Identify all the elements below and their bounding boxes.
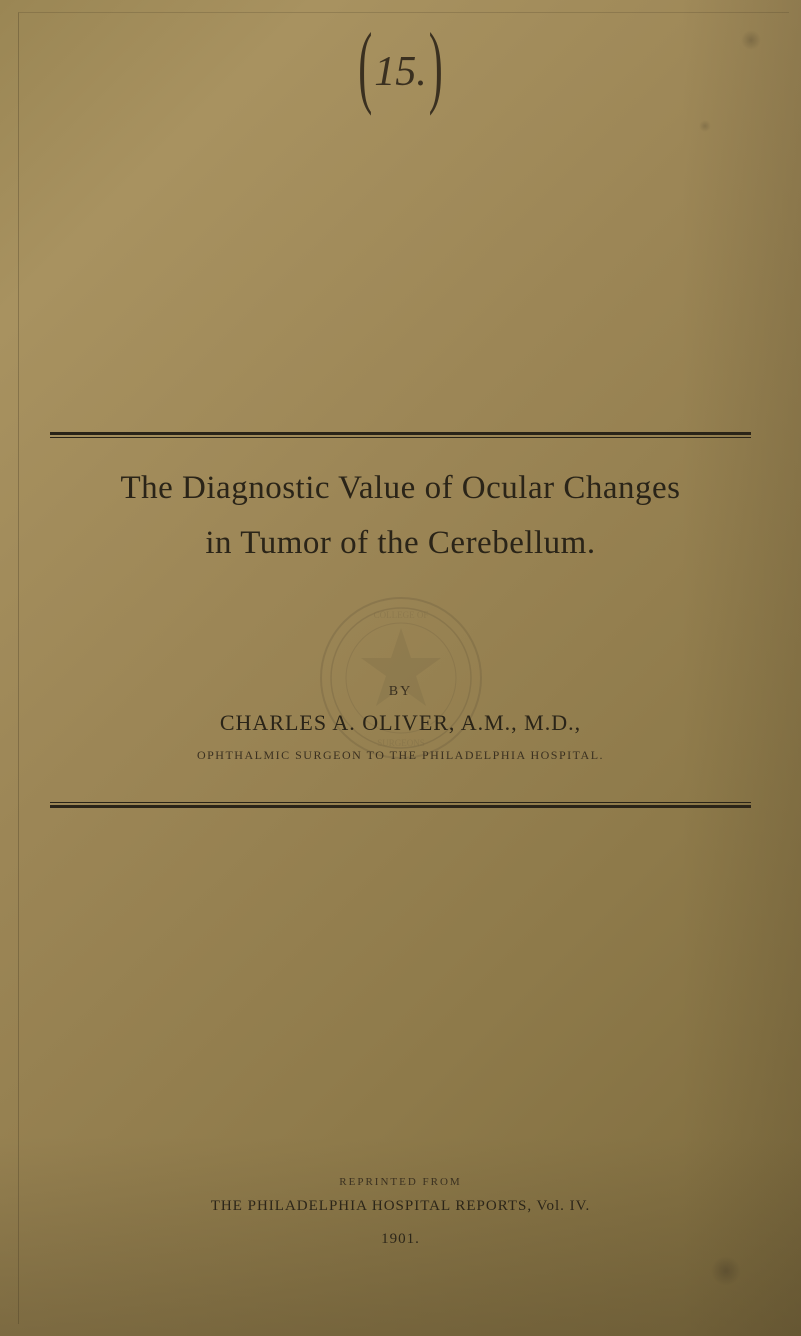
paren-right-icon: ) <box>429 15 443 121</box>
horizontal-rule-mid <box>50 802 751 808</box>
age-spot <box>711 1256 741 1286</box>
author-name: CHARLES A. OLIVER, A.M., M.D., <box>50 710 751 736</box>
page-number-value: 15. <box>374 49 427 95</box>
paren-left-icon: ( <box>358 15 372 121</box>
by-label: BY <box>50 684 751 700</box>
title-line-2: in Tumor of the Cerebellum. <box>50 525 751 562</box>
reprinted-label: REPRINTED FROM <box>50 1176 751 1188</box>
title-line-1: The Diagnostic Value of Ocular Changes <box>50 470 751 507</box>
horizontal-rule-top <box>50 432 751 438</box>
page-number: (15.) <box>358 48 443 96</box>
age-spot <box>699 120 711 132</box>
title-block: The Diagnostic Value of Ocular Changes i… <box>50 470 751 562</box>
source-citation: THE PHILADELPHIA HOSPITAL REPORTS, Vol. … <box>50 1198 751 1215</box>
footer-block: REPRINTED FROM THE PHILADELPHIA HOSPITAL… <box>50 1176 751 1248</box>
age-spot <box>741 30 761 50</box>
publication-year: 1901. <box>50 1231 751 1248</box>
author-block: BY CHARLES A. OLIVER, A.M., M.D., OPHTHA… <box>50 684 751 763</box>
svg-text:COLLEGE OF: COLLEGE OF <box>373 610 428 620</box>
author-role: OPHTHALMIC SURGEON TO THE PHILADELPHIA H… <box>50 748 751 763</box>
